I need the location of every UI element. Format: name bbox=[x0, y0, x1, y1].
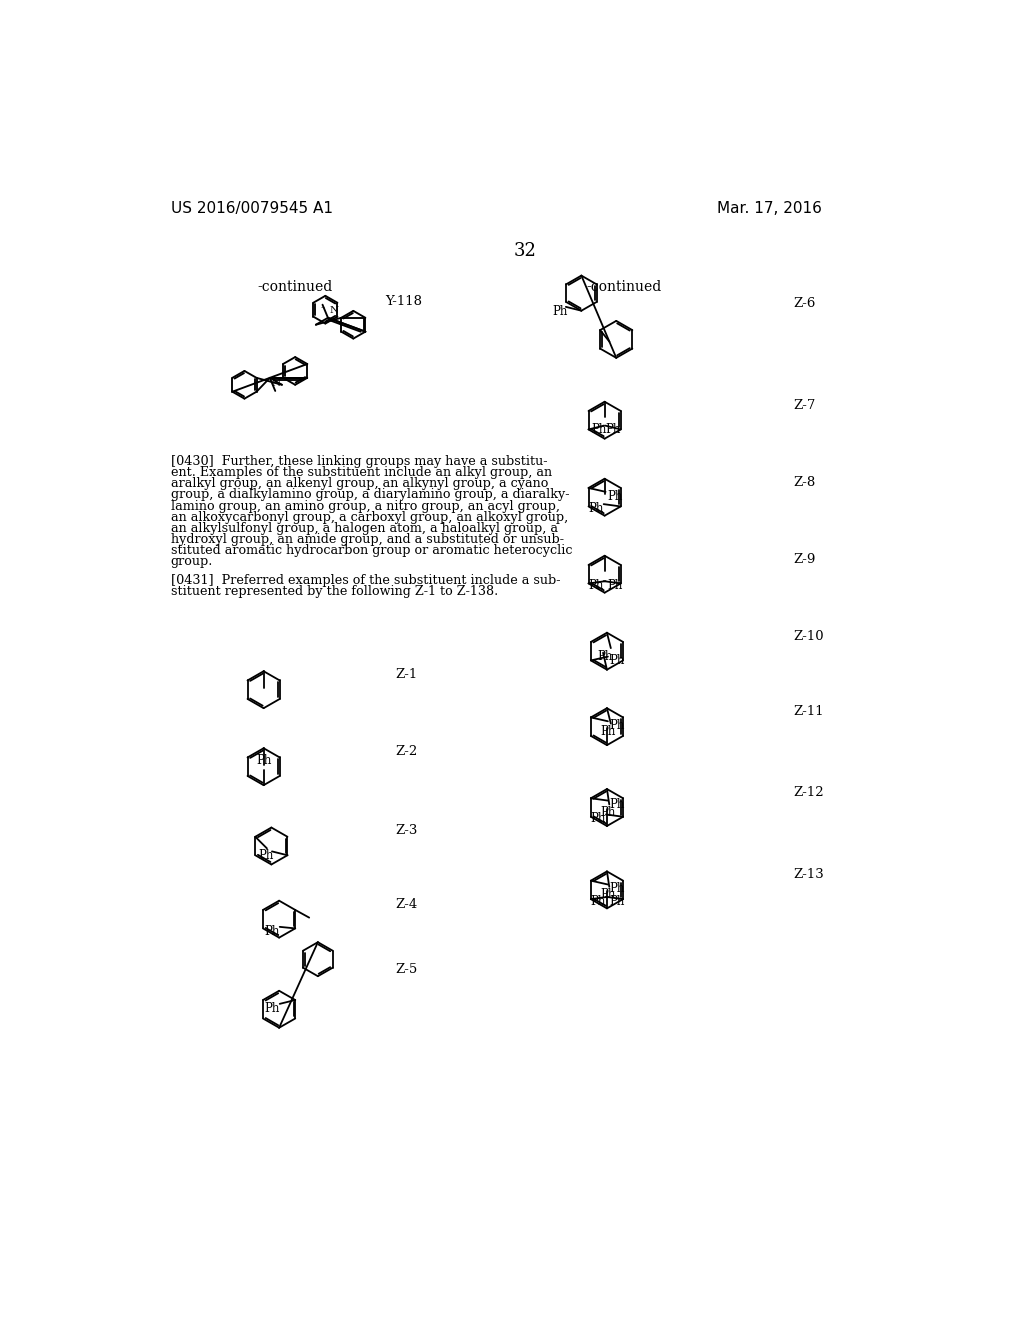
Text: Ph: Ph bbox=[591, 424, 606, 437]
Text: Z-6: Z-6 bbox=[793, 297, 815, 310]
Text: Ph: Ph bbox=[609, 895, 625, 908]
Text: Z-1: Z-1 bbox=[395, 668, 418, 681]
Text: stituted aromatic hydrocarbon group or aromatic heterocyclic: stituted aromatic hydrocarbon group or a… bbox=[171, 544, 572, 557]
Text: Ph: Ph bbox=[598, 649, 613, 663]
Text: Ph: Ph bbox=[605, 424, 621, 437]
Text: [0430]  Further, these linking groups may have a substitu-: [0430] Further, these linking groups may… bbox=[171, 455, 547, 467]
Text: Ph: Ph bbox=[607, 490, 623, 503]
Text: Z-9: Z-9 bbox=[793, 553, 815, 566]
Text: Ph: Ph bbox=[591, 812, 606, 825]
Text: Ph: Ph bbox=[607, 579, 623, 591]
Text: Ph: Ph bbox=[609, 655, 625, 668]
Text: [0431]  Preferred examples of the substituent include a sub-: [0431] Preferred examples of the substit… bbox=[171, 574, 560, 587]
Text: -continued: -continued bbox=[257, 280, 332, 294]
Text: 32: 32 bbox=[513, 242, 537, 260]
Text: hydroxyl group, an amide group, and a substituted or unsub-: hydroxyl group, an amide group, and a su… bbox=[171, 533, 563, 546]
Text: lamino group, an amino group, a nitro group, an acyl group,: lamino group, an amino group, a nitro gr… bbox=[171, 499, 560, 512]
Text: Ph: Ph bbox=[601, 807, 616, 818]
Text: an alkoxycarbonyl group, a carboxyl group, an alkoxyl group,: an alkoxycarbonyl group, a carboxyl grou… bbox=[171, 511, 568, 524]
Text: Ph: Ph bbox=[591, 895, 606, 908]
Text: an alkylsulfonyl group, a halogen atom, a haloalkyl group, a: an alkylsulfonyl group, a halogen atom, … bbox=[171, 521, 558, 535]
Text: Ph: Ph bbox=[609, 719, 625, 733]
Text: Ph: Ph bbox=[601, 725, 616, 738]
Text: Ph: Ph bbox=[609, 799, 625, 812]
Text: Ph: Ph bbox=[588, 502, 603, 515]
Text: N: N bbox=[271, 379, 281, 388]
Text: Ph: Ph bbox=[601, 888, 616, 902]
Text: Z-3: Z-3 bbox=[395, 825, 418, 837]
Text: –: – bbox=[321, 304, 326, 312]
Text: Ph: Ph bbox=[258, 849, 273, 862]
Text: Z-4: Z-4 bbox=[395, 898, 418, 911]
Text: Z-11: Z-11 bbox=[793, 705, 823, 718]
Text: Z-13: Z-13 bbox=[793, 869, 823, 882]
Text: US 2016/0079545 A1: US 2016/0079545 A1 bbox=[171, 201, 333, 215]
Text: -continued: -continued bbox=[587, 280, 662, 294]
Text: Ph: Ph bbox=[256, 754, 271, 767]
Text: N: N bbox=[330, 306, 339, 314]
Text: Z-7: Z-7 bbox=[793, 399, 815, 412]
Text: Ph: Ph bbox=[588, 579, 603, 591]
Text: Z-12: Z-12 bbox=[793, 785, 823, 799]
Text: group.: group. bbox=[171, 556, 213, 569]
Text: group, a dialkylamino group, a diarylamino group, a diaralky-: group, a dialkylamino group, a diarylami… bbox=[171, 488, 569, 502]
Text: Mar. 17, 2016: Mar. 17, 2016 bbox=[717, 201, 822, 215]
Text: Z-5: Z-5 bbox=[395, 964, 418, 975]
Text: Ph: Ph bbox=[264, 924, 280, 937]
Text: Z-10: Z-10 bbox=[793, 630, 823, 643]
Text: Y-118: Y-118 bbox=[385, 296, 422, 309]
Text: Ph: Ph bbox=[609, 882, 625, 895]
Text: stituent represented by the following Z-1 to Z-138.: stituent represented by the following Z-… bbox=[171, 585, 498, 598]
Text: Ph: Ph bbox=[552, 305, 567, 318]
Text: Ph: Ph bbox=[264, 1002, 280, 1015]
Text: aralkyl group, an alkenyl group, an alkynyl group, a cyano: aralkyl group, an alkenyl group, an alky… bbox=[171, 478, 548, 490]
Text: Z-8: Z-8 bbox=[793, 475, 815, 488]
Text: ent. Examples of the substituent include an alkyl group, an: ent. Examples of the substituent include… bbox=[171, 466, 552, 479]
Text: Z-2: Z-2 bbox=[395, 744, 418, 758]
